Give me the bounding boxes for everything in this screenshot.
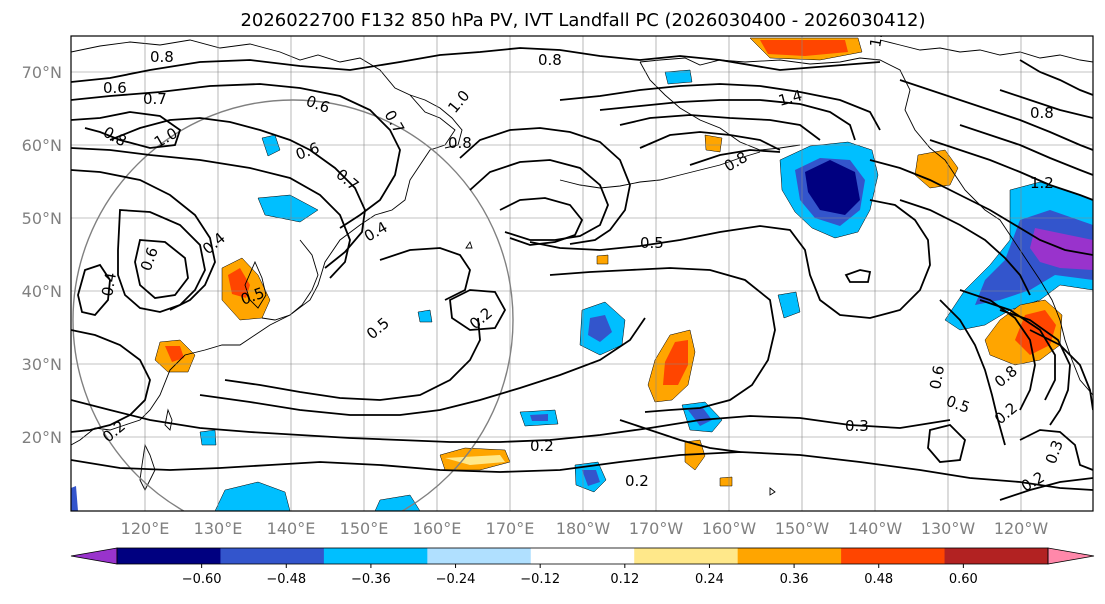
coast-taiwan bbox=[164, 408, 173, 431]
coast-japan bbox=[261, 239, 319, 321]
range-circle bbox=[72, 99, 514, 511]
lon-label: 170°E bbox=[486, 519, 535, 538]
coast-korea bbox=[244, 260, 267, 309]
lat-label: 60°N bbox=[22, 136, 62, 155]
colorbar-tick-label: −0.12 bbox=[520, 572, 560, 587]
colorbar-swatch bbox=[427, 548, 532, 564]
lon-label: 160°W bbox=[702, 519, 757, 538]
lon-label: 150°W bbox=[775, 519, 830, 538]
colorbar-swatch bbox=[323, 548, 428, 564]
lon-label: 180°W bbox=[556, 519, 611, 538]
contour-label: 1.2 bbox=[1030, 174, 1054, 192]
colorbar-frame bbox=[116, 547, 1049, 565]
colorbar-tick-label: −0.24 bbox=[436, 572, 476, 587]
colorbar-extend-low bbox=[70, 547, 118, 565]
figure-title: 2026022700 F132 850 hPa PV, IVT Landfall… bbox=[240, 10, 925, 31]
contour-label: 0.8 bbox=[1030, 104, 1054, 122]
colorbar-tick-label: −0.36 bbox=[351, 572, 391, 587]
contour-label: 1.4 bbox=[776, 86, 804, 110]
colorbar-ticks: −0.60 −0.48 −0.36 −0.24 −0.12 0.12 0.24 0.36 0.4… bbox=[182, 564, 978, 587]
colorbar-tick-label: 0.24 bbox=[695, 572, 724, 587]
contour-lines bbox=[71, 47, 1093, 501]
contour-label: 0.4 bbox=[98, 271, 120, 298]
colorbar-tick-label: −0.60 bbox=[182, 572, 222, 587]
lon-label: 170°W bbox=[629, 519, 684, 538]
lat-labels: 70°N 60°N 50°N 40°N 30°N 20°N bbox=[22, 63, 62, 447]
lon-label: 160°E bbox=[413, 519, 462, 538]
lon-label: 140°E bbox=[267, 519, 316, 538]
coastlines bbox=[71, 39, 1093, 496]
colorbar-swatch bbox=[841, 548, 946, 564]
colorbar-swatch bbox=[944, 548, 1049, 564]
lon-label: 120°W bbox=[994, 519, 1049, 538]
contour-label: 0.8 bbox=[538, 51, 562, 69]
coast-alaska bbox=[639, 57, 1093, 396]
coast-asia bbox=[71, 39, 456, 446]
colorbar-tick-label: 0.36 bbox=[780, 572, 809, 587]
lat-label: 30°N bbox=[22, 355, 62, 374]
colorbar: −0.60 −0.48 −0.36 −0.24 −0.12 0.12 0.24 0.36 0.4… bbox=[70, 547, 1095, 587]
graticule bbox=[71, 36, 1093, 511]
colorbar-swatch bbox=[530, 548, 635, 564]
contour-label: 0.3 bbox=[845, 417, 869, 435]
colorbar-swatch bbox=[117, 548, 221, 564]
lon-label: 120°E bbox=[121, 519, 170, 538]
contour-label: 0.8 bbox=[448, 134, 472, 152]
coast-canada-north bbox=[879, 39, 1093, 63]
map-frame bbox=[70, 35, 1094, 512]
colorbar-swatch bbox=[220, 548, 325, 564]
lat-label: 20°N bbox=[22, 428, 62, 447]
colorbar-swatches bbox=[70, 547, 1095, 565]
colorbar-tick-label: 0.12 bbox=[610, 572, 639, 587]
lon-label: 140°W bbox=[848, 519, 903, 538]
colorbar-swatch bbox=[737, 548, 842, 564]
lon-label: 150°E bbox=[340, 519, 389, 538]
map-area: 0.8 0.6 0.7 0.8 1.0 0.6 0.6 0.7 0.7 1.0 … bbox=[71, 22, 1093, 511]
lon-label: 130°W bbox=[921, 519, 976, 538]
contour-label: 0.2 bbox=[625, 472, 649, 490]
contour-label: 0.2 bbox=[530, 437, 554, 455]
lon-labels: 120°E 130°E 140°E 150°E 160°E 170°E 180°… bbox=[121, 519, 1049, 538]
contour-label: 1.0 bbox=[866, 22, 888, 49]
contour-label: 0.5 bbox=[640, 234, 664, 252]
contour-label: 0.6 bbox=[926, 364, 948, 391]
contour-label: 0.7 bbox=[143, 90, 167, 108]
contour-label: 0.6 bbox=[103, 79, 127, 97]
contour-label: 0.8 bbox=[150, 48, 174, 66]
colorbar-tick-label: 0.48 bbox=[864, 572, 893, 587]
colorbar-extend-high bbox=[1047, 547, 1095, 565]
colorbar-tick-label: 0.60 bbox=[949, 572, 978, 587]
colorbar-swatch bbox=[634, 548, 739, 564]
lat-label: 70°N bbox=[22, 63, 62, 82]
coast-aleutians bbox=[559, 151, 761, 189]
lat-label: 40°N bbox=[22, 282, 62, 301]
colorbar-tick-label: −0.48 bbox=[266, 572, 306, 587]
lat-label: 50°N bbox=[22, 209, 62, 228]
lon-label: 130°E bbox=[194, 519, 243, 538]
